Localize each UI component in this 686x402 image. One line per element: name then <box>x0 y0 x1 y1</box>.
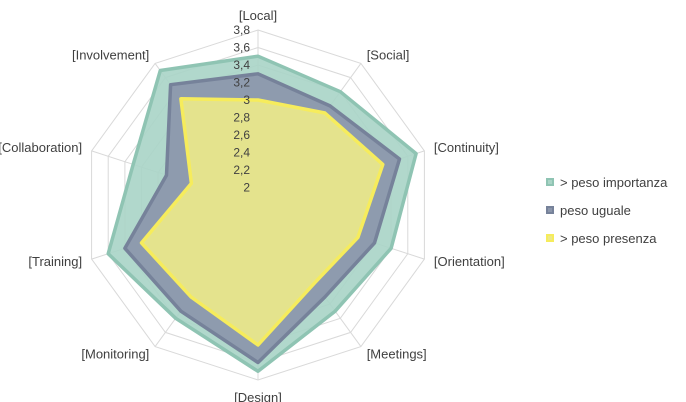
tick-label: 3,2 <box>233 76 250 90</box>
axis-label: [Involvement] <box>72 47 149 62</box>
legend-label-uguale: peso uguale <box>560 202 631 218</box>
legend-label-presenza: > peso presenza <box>560 230 657 246</box>
legend-swatch-uguale <box>546 206 554 214</box>
tick-label: 3 <box>243 93 250 107</box>
legend-label-importanza: > peso importanza <box>560 174 668 190</box>
radial-tick-labels: 2 2,2 2,4 2,6 2,8 3 3,2 3,4 3,6 3,8 <box>233 23 250 195</box>
legend-item-importanza: > peso importanza <box>546 168 667 196</box>
axis-label: [Monitoring] <box>81 347 149 362</box>
legend-item-presenza: > peso presenza <box>546 224 667 252</box>
axis-label: [Meetings] <box>367 347 427 362</box>
tick-label: 3,8 <box>233 23 250 37</box>
tick-label: 2,4 <box>233 146 250 160</box>
legend-swatch-presenza <box>546 234 554 242</box>
tick-label: 3,4 <box>233 58 250 72</box>
axis-label: [Local] <box>239 8 277 23</box>
tick-label: 2,6 <box>233 128 250 142</box>
axis-label: [Collaboration] <box>0 140 82 155</box>
tick-label: 2,8 <box>233 111 250 125</box>
axis-label: [Training] <box>28 254 82 269</box>
series-presenza <box>139 97 385 347</box>
tick-label: 2,2 <box>233 163 250 177</box>
axis-label: [Orientation] <box>434 254 505 269</box>
axis-labels: [Local] [Social] [Continuity] [Orientation]… <box>0 8 505 402</box>
axis-label: [Social] <box>367 47 410 62</box>
legend-swatch-importanza <box>546 178 554 186</box>
tick-label: 3,6 <box>233 41 250 55</box>
legend: > peso importanza peso uguale > peso pre… <box>546 168 667 252</box>
axis-label: [Continuity] <box>434 140 499 155</box>
axis-label: [Design] <box>234 390 282 402</box>
tick-label: 2 <box>243 181 250 195</box>
legend-item-uguale: peso uguale <box>546 196 667 224</box>
radar-series <box>106 54 418 374</box>
